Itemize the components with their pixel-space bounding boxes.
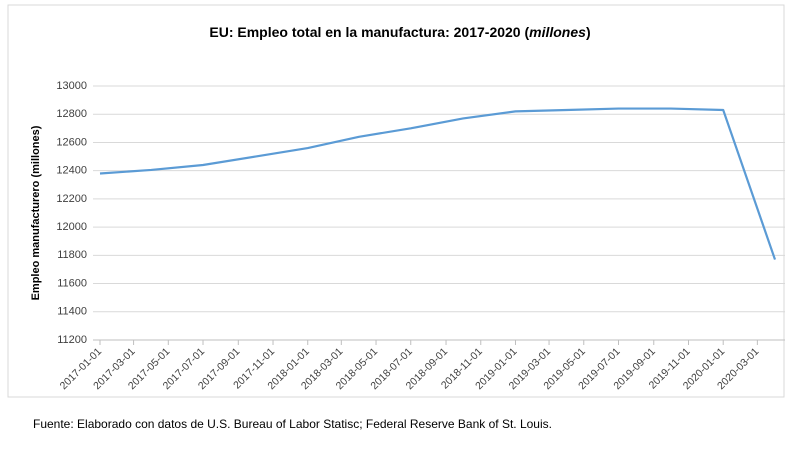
y-tick-label: 12200	[56, 193, 87, 205]
title-unit: millones	[529, 24, 586, 40]
source-note: Fuente: Elaborado con datos de U.S. Bure…	[33, 417, 552, 431]
y-tick-label: 11200	[57, 334, 87, 346]
title-text: EU: Empleo total en la manufactura: 2017…	[209, 24, 529, 40]
chart-frame	[7, 4, 785, 398]
y-tick-label: 13000	[56, 80, 87, 92]
data-line	[99, 107, 777, 260]
y-tick-label: 11800	[57, 249, 87, 261]
y-tick-label: 12000	[56, 221, 87, 233]
y-tick-label: 12600	[56, 136, 87, 148]
chart-title: EU: Empleo total en la manufactura: 2017…	[209, 24, 590, 40]
y-tick-label: 11600	[57, 277, 87, 289]
y-axis-label: Empleo manufacturero (millones)	[30, 125, 42, 300]
y-tick-label: 11400	[57, 306, 87, 318]
y-tick-label: 12400	[56, 165, 87, 177]
title-end: )	[586, 24, 591, 40]
y-tick-label: 12800	[56, 108, 87, 120]
